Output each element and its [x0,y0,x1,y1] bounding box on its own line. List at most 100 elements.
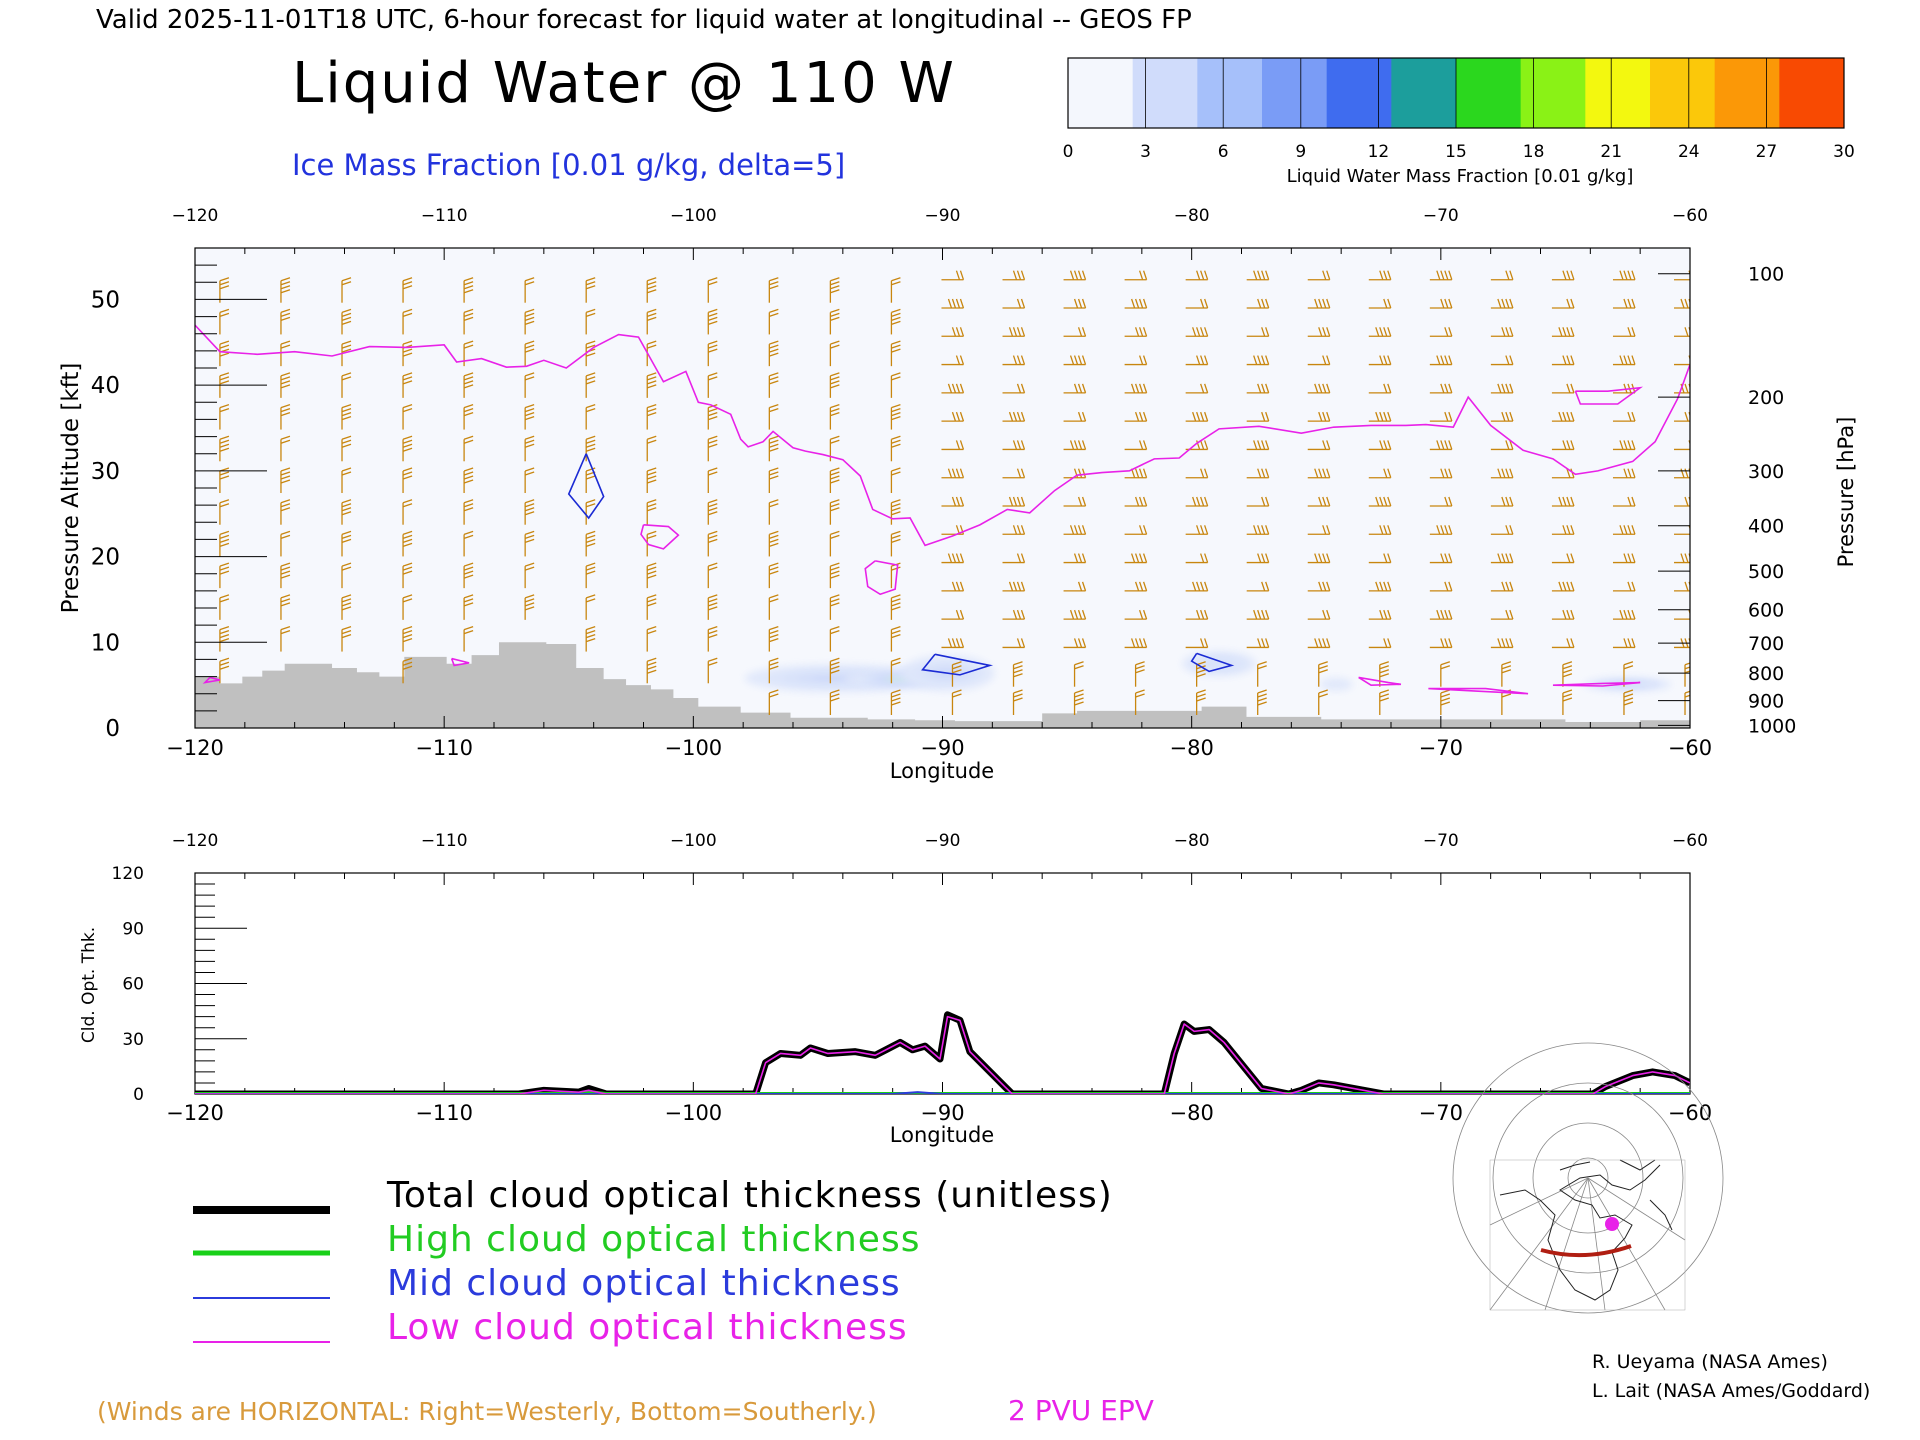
wind-barb-feather [647,471,657,476]
wind-barb-feather [402,471,413,476]
wind-barb-feather [1077,355,1083,365]
wind-barb-feather [955,411,961,422]
wind-barb-feather [402,372,413,377]
wind-barb [890,435,901,462]
wind-barb-feather [955,440,961,450]
wind-barb [1257,661,1267,687]
wind-barb-feather [1261,638,1266,648]
wind-barb [890,308,901,335]
wind-barb-feather [1142,383,1148,394]
wind-barb-feather [1627,553,1632,563]
wind-barb [1063,581,1087,592]
wind-barb-feather [647,376,657,381]
wind-barb [768,372,779,398]
wind-barb-feather [1631,496,1636,507]
wind-barb-feather [585,633,596,639]
wind-barb-feather [1073,553,1079,563]
wind-barb [1612,638,1636,649]
wind-barb-feather [1440,701,1451,706]
wind-barb-feather [341,281,352,286]
wind-barb-feather [1020,525,1026,535]
wind-barb-feather [1375,581,1380,592]
wind-barb [1246,525,1270,535]
wind-barb-feather [585,538,596,544]
wind-barb-feather [341,471,352,476]
wind-barb-feather [1570,298,1575,309]
wind-barb-feather [1505,581,1510,592]
wind-barb [1307,411,1331,422]
wind-barb-feather [708,511,718,516]
wind-barb [524,562,535,589]
wind-barb-feather [1257,661,1267,666]
low-cloud-line [195,1015,1690,1094]
wind-barb-feather [1204,270,1209,280]
wind-barb-feather [1497,298,1502,309]
wind-barb-feather [1505,525,1510,535]
wind-barb-feather [463,439,474,444]
wind-barb-feather [1257,697,1267,702]
wind-barb-feather [1196,669,1206,674]
wind-barb-feather [959,553,965,563]
wind-barb [1063,383,1087,394]
wind-barb-feather [219,340,230,345]
wind-barb [463,594,474,620]
wind-barb-feather [1684,298,1689,309]
wind-barb-feather [1138,609,1144,620]
wind-barb-feather [1257,553,1262,563]
wind-barb-feather [402,661,413,666]
wind-barb [768,340,779,367]
wind-barb-feather [280,530,291,536]
ice-contour [1190,652,1235,673]
wind-barb-feather [647,411,657,417]
wind-barb [890,467,901,493]
wind-barb-feather [647,439,657,444]
pv-2pvu-contour [202,676,221,684]
wind-barb-feather [1008,411,1014,422]
wind-barb [402,277,413,303]
wind-barb [890,530,901,557]
wind-barb-feather [1448,553,1453,563]
wind-barb [219,372,230,398]
wind-barb [890,372,901,398]
wind-barb-feather [280,574,291,579]
wind-barb [585,530,596,557]
wind-barb-feather [585,542,596,548]
wind-barb-feather [1627,440,1632,450]
wind-barb-feather [708,439,718,444]
wind-barb-feather [341,435,352,440]
colorbar-tick-label: 30 [1833,142,1855,162]
wind-barb [1490,496,1514,507]
wind-barb-feather [341,372,352,377]
wind-barb [1307,525,1331,535]
colorbar-tick-label: 24 [1678,142,1700,162]
wind-barb-feather [1142,525,1148,535]
legend-label-total: Total cloud optical thickness (unitless) [386,1175,1113,1216]
wind-barb-feather [1138,411,1144,422]
wind-barb-feather [1016,355,1022,365]
wind-barb-feather [1387,298,1392,309]
wind-barb-feather [647,534,657,540]
wind-barb [280,530,291,557]
wind-barb-feather [1265,638,1270,648]
wind-barb-feather [585,376,596,381]
wind-barb-feather [647,380,657,385]
wind-barb [280,372,291,398]
wind-barb [1612,496,1636,507]
wind-barb-feather [1436,440,1441,450]
wind-barb-feather [1497,553,1502,563]
wind-barb [1440,661,1451,687]
wind-barb-feather [463,467,474,472]
wind-barb-feather [1314,468,1319,478]
wind-barb [1551,638,1575,649]
wind-barb-feather [830,530,840,536]
wind-barb-feather [1570,270,1575,280]
wind-barb-feather [1200,355,1205,365]
wind-barb-feather [1074,697,1084,702]
wind-barb-feather [1501,661,1512,666]
wind-barb-feather [1008,581,1014,592]
wind-barb-feather [341,534,352,540]
wind-barb-feather [1379,697,1389,702]
wind-barb [1612,581,1636,592]
wind-barb [646,372,657,398]
wind-barb-feather [219,562,230,567]
